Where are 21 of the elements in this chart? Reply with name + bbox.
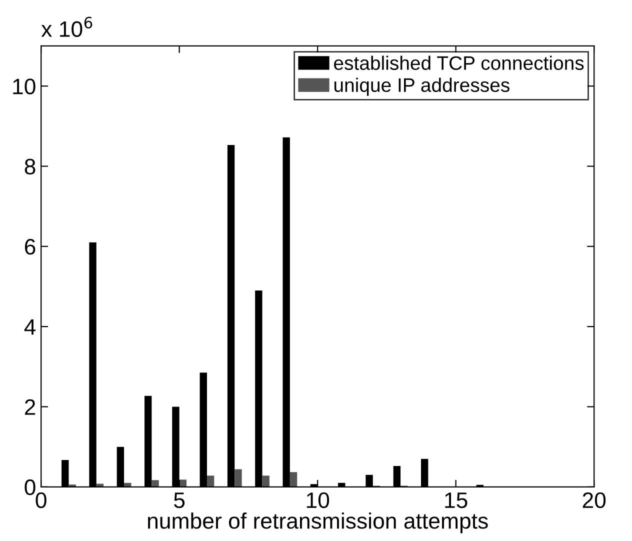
x-tick-label: 20 bbox=[582, 492, 606, 508]
y-tick-label: 2 bbox=[24, 399, 36, 415]
bar bbox=[96, 484, 104, 487]
bar bbox=[290, 472, 298, 487]
x-tick-label: 5 bbox=[174, 492, 185, 508]
y-tick-label: 0 bbox=[24, 479, 36, 496]
y-tick-label: 10 bbox=[13, 78, 36, 94]
x-tick-label: 10 bbox=[306, 492, 330, 508]
bar bbox=[262, 476, 270, 487]
bar bbox=[234, 469, 242, 487]
x-tick-label: 15 bbox=[445, 492, 468, 508]
legend-label: established TCP connections bbox=[334, 56, 584, 70]
y-tick-label: 6 bbox=[24, 238, 36, 255]
legend-label: unique IP addresses bbox=[334, 78, 510, 96]
y-tick-label: 8 bbox=[24, 158, 36, 175]
x-tick-label: 0 bbox=[36, 492, 46, 508]
x-axis-title: number of retransmission attempts bbox=[148, 512, 488, 534]
y-tick-label: 4 bbox=[24, 319, 36, 335]
bar bbox=[152, 480, 159, 487]
bar bbox=[206, 476, 214, 487]
text: x 10$^{6}$ bbox=[41, 16, 92, 38]
